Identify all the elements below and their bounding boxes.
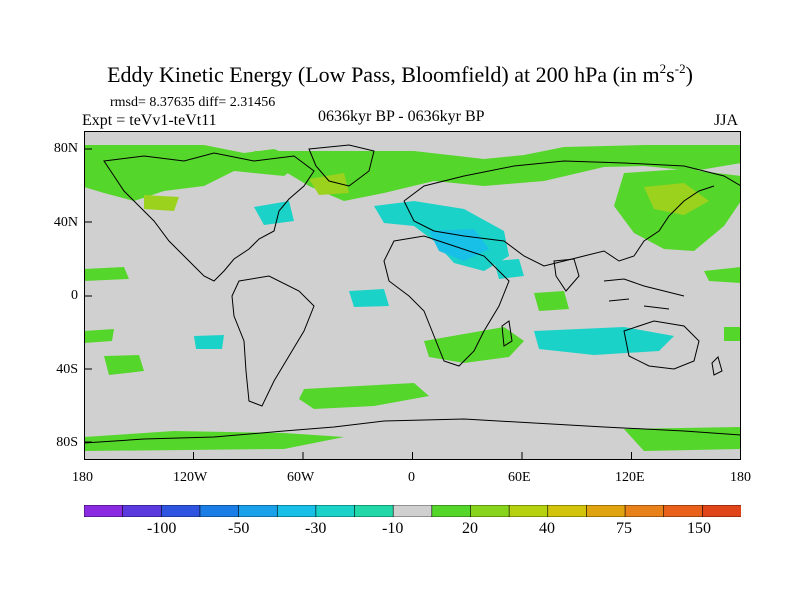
experiment-label: Expt = teVv1-teVt11: [82, 112, 217, 129]
colorbar-swatch: [354, 505, 394, 517]
colorbar-swatch: [276, 505, 317, 517]
lat-label-40n: 40N: [53, 215, 78, 230]
colorbar-swatch: [392, 505, 433, 517]
colorbar-swatch: [315, 505, 356, 517]
colorbar-label: -50: [228, 520, 250, 537]
colorbar-label: -10: [382, 520, 404, 537]
lon-label-60w: 60W: [287, 470, 315, 485]
colorbar-swatch: [470, 505, 510, 517]
map-panel: [84, 131, 741, 460]
colorbar-label: -100: [147, 520, 177, 537]
colorbar-swatch: [199, 505, 240, 517]
period-label: 0636kyr BP - 0636kyr BP: [318, 108, 485, 125]
lat-label-80n: 80N: [53, 141, 78, 156]
lat-label-40s: 40S: [56, 362, 78, 377]
colorbar-swatch: [238, 505, 278, 517]
chart-title: Eddy Kinetic Energy (Low Pass, Bloomfiel…: [107, 61, 693, 87]
colorbar-swatch: [702, 505, 741, 517]
coastlines: [84, 144, 741, 444]
colorbar-label: 75: [616, 520, 632, 537]
season-label: JJA: [714, 112, 739, 129]
lon-label-180w: 180: [72, 470, 93, 485]
colorbar-label: -30: [305, 520, 327, 537]
lon-label-180e: 180: [730, 470, 751, 485]
lon-label-120w: 120W: [173, 470, 208, 485]
colorbar-swatch: [547, 505, 588, 517]
colorbar-swatch: [663, 505, 703, 517]
lat-label-80s: 80S: [56, 435, 78, 450]
colorbar-swatch: [84, 505, 124, 517]
colorbar-swatch: [122, 505, 162, 517]
colorbar-swatch: [431, 505, 472, 517]
colorbar-swatch: [508, 505, 549, 517]
lat-label-0: 0: [71, 288, 78, 303]
map-canvas: [84, 131, 741, 460]
colorbar-swatch: [586, 505, 626, 517]
energy-contours: [84, 145, 741, 451]
colorbar-swatch: [160, 505, 201, 517]
colorbar-label: 40: [539, 520, 555, 537]
rmsd-diff-label: rmsd= 8.37635 diff= 2.31456: [110, 95, 276, 110]
colorbar: [84, 505, 741, 517]
lon-label-120e: 120E: [615, 470, 645, 485]
lon-label-0: 0: [408, 470, 415, 485]
lon-label-60e: 60E: [508, 470, 531, 485]
colorbar-label: 150: [687, 520, 711, 537]
tick-marks: [84, 148, 632, 460]
colorbar-label: 20: [462, 520, 478, 537]
colorbar-swatch: [624, 505, 665, 517]
